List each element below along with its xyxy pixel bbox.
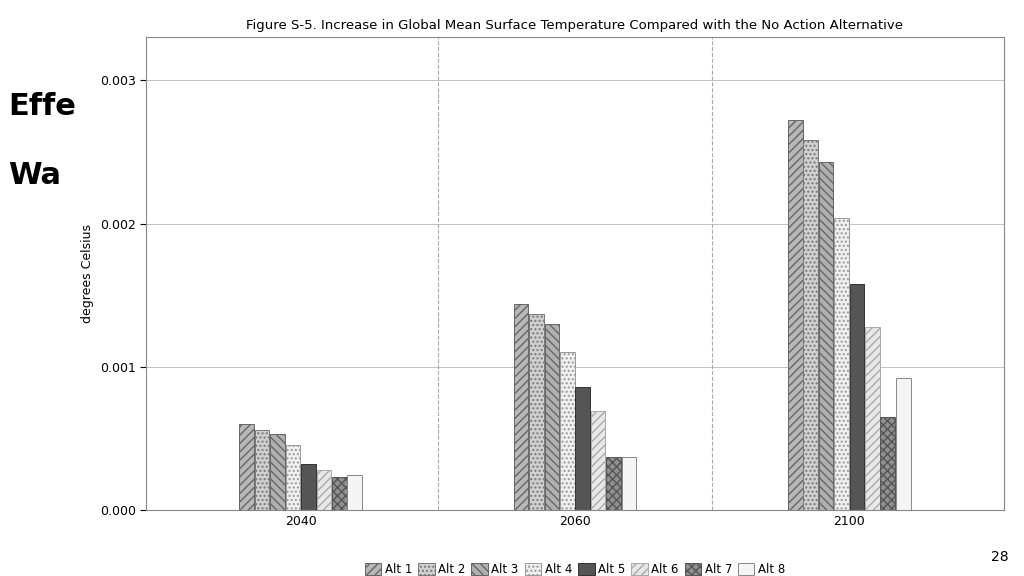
Bar (545, 324, 559, 510)
Bar (622, 457, 636, 510)
Bar (316, 469, 331, 510)
Bar (881, 416, 895, 510)
Bar (529, 314, 544, 510)
Bar (514, 304, 528, 510)
Bar (591, 411, 605, 510)
Bar (896, 378, 910, 510)
Bar (865, 327, 880, 510)
Bar (286, 445, 300, 510)
Text: Wa: Wa (8, 161, 61, 190)
Bar (301, 464, 315, 510)
Bar (560, 353, 574, 510)
Bar (787, 120, 803, 510)
Bar (347, 475, 362, 510)
Bar (606, 457, 621, 510)
Bar (850, 283, 864, 510)
Title: Figure S-5. Increase in Global Mean Surface Temperature Compared with the No Act: Figure S-5. Increase in Global Mean Surf… (247, 19, 903, 32)
Bar (270, 434, 285, 510)
Bar (332, 477, 346, 510)
Legend: Alt 1, Alt 2, Alt 3, Alt 4, Alt 5, Alt 6, Alt 7, Alt 8: Alt 1, Alt 2, Alt 3, Alt 4, Alt 5, Alt 6… (360, 558, 790, 576)
Bar (804, 141, 818, 510)
Bar (575, 386, 590, 510)
Y-axis label: degrees Celsius: degrees Celsius (82, 224, 94, 323)
Bar (255, 430, 269, 510)
Bar (240, 424, 254, 510)
Text: 28: 28 (991, 551, 1009, 564)
Text: Effe: Effe (8, 92, 76, 121)
Bar (835, 218, 849, 510)
Bar (819, 162, 834, 510)
